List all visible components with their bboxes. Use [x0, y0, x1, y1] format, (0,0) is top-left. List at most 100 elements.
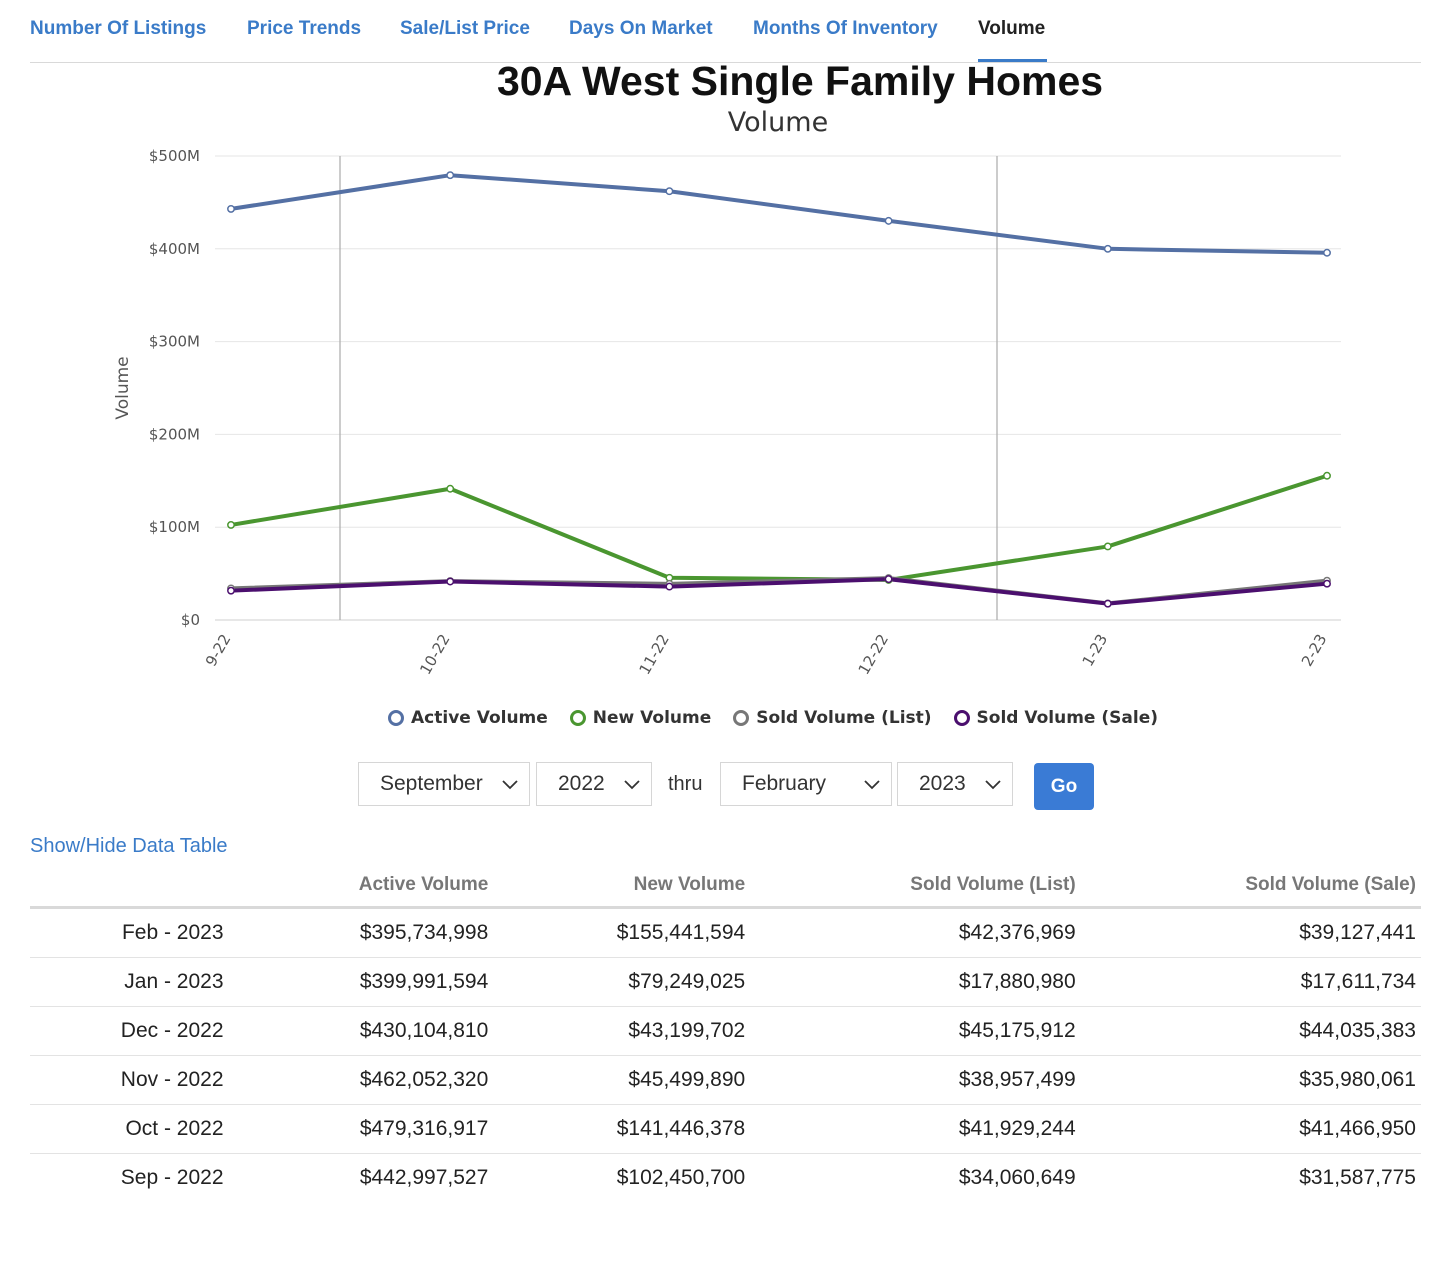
- table-row: Sep - 2022 $442,997,527 $102,450,700 $34…: [30, 1154, 1421, 1203]
- y-tick-label: $400M: [149, 240, 200, 258]
- table-row: Oct - 2022 $479,316,917 $141,446,378 $41…: [30, 1104, 1421, 1154]
- x-tick-label: 2-23: [1298, 631, 1331, 669]
- x-tick-label: 11-22: [635, 631, 672, 678]
- chart-tabs: Number Of Listings Price Trends Sale/Lis…: [30, 0, 1421, 63]
- data-point[interactable]: [884, 575, 893, 584]
- go-button[interactable]: Go: [1034, 763, 1094, 810]
- data-point[interactable]: [884, 216, 893, 225]
- tab-number-of-listings[interactable]: Number Of Listings: [30, 18, 207, 39]
- active-volume-cell: $430,104,810: [228, 1006, 494, 1056]
- series-line: [229, 473, 1329, 582]
- new-volume-cell: $45,499,890: [493, 1055, 751, 1105]
- data-point[interactable]: [1323, 248, 1331, 257]
- chart-series: [227, 171, 1331, 608]
- chart-subtitle: Volume: [727, 107, 829, 138]
- data-point[interactable]: [1103, 244, 1112, 253]
- end-month-select[interactable]: February: [720, 762, 892, 806]
- data-point[interactable]: [446, 171, 455, 180]
- data-point[interactable]: [1323, 579, 1331, 588]
- sold-volume-sale-cell: $17,611,734: [1080, 957, 1421, 1007]
- start-month-select[interactable]: September: [358, 762, 530, 806]
- legend-item-active-volume[interactable]: Active Volume: [388, 708, 548, 728]
- new-volume-cell: $102,450,700: [616, 1166, 746, 1189]
- chevron-down-icon: [985, 780, 1001, 790]
- new-volume-cell: $43,199,702: [493, 1006, 751, 1056]
- volume-line-chart: $0 $100M $200M $300M $400M $500M 9-22 10-22 11-…: [113, 147, 1341, 678]
- active-volume-cell: $479,316,917: [228, 1104, 494, 1154]
- data-point[interactable]: [446, 484, 455, 493]
- data-point[interactable]: [665, 582, 674, 591]
- legend-item-sold-volume-sale[interactable]: Sold Volume (Sale): [953, 708, 1158, 728]
- table-row: Jan - 2023 $399,991,594 $79,249,025 $17,…: [30, 957, 1421, 1007]
- legend-item-sold-volume-list[interactable]: Sold Volume (List): [733, 708, 932, 728]
- sold-volume-sale-cell: $31,587,775: [1299, 1166, 1416, 1189]
- legend-label: Sold Volume (Sale): [976, 708, 1158, 728]
- row-date: Sep - 2022: [120, 1166, 224, 1189]
- thru-label: thru: [668, 773, 703, 795]
- sold-volume-list-cell: $45,175,912: [750, 1006, 1081, 1056]
- table-row: Dec - 2022 $430,104,810 $43,199,702 $45,…: [30, 1006, 1421, 1056]
- end-year-select[interactable]: 2023: [897, 762, 1013, 806]
- active-tab-indicator: [978, 59, 1047, 62]
- show-hide-data-table-link[interactable]: Show/Hide Data Table: [30, 835, 228, 857]
- sold-volume-list-cell: $42,376,969: [750, 907, 1081, 958]
- start-year-value: 2022: [558, 772, 605, 795]
- data-point[interactable]: [446, 577, 455, 586]
- legend-item-new-volume[interactable]: New Volume: [569, 708, 711, 728]
- sold-volume-sale-cell: $39,127,441: [1080, 907, 1421, 958]
- row-date: Feb - 2023: [30, 907, 229, 958]
- table-row: Feb - 2023 $395,734,998 $155,441,594 $42…: [30, 907, 1421, 958]
- y-tick-label: $200M: [149, 425, 200, 443]
- column-header: Sold Volume (List): [750, 864, 1081, 909]
- legend-label: Sold Volume (List): [756, 708, 932, 728]
- sold-volume-sale-cell: $35,980,061: [1080, 1055, 1421, 1105]
- table-row: Nov - 2022 $462,052,320 $45,499,890 $38,…: [30, 1055, 1421, 1105]
- data-point[interactable]: [665, 187, 674, 196]
- start-year-select[interactable]: 2022: [536, 762, 652, 806]
- tab-sale-list-price[interactable]: Sale/List Price: [400, 18, 530, 39]
- new-volume-cell: $141,446,378: [493, 1104, 751, 1154]
- tab-price-trends[interactable]: Price Trends: [247, 18, 362, 39]
- new-volume-cell: $79,249,025: [493, 957, 751, 1007]
- row-date: Oct - 2022: [30, 1104, 229, 1154]
- data-point[interactable]: [227, 586, 235, 595]
- new-volume-cell: $155,441,594: [493, 907, 751, 958]
- x-axis-ticks: 9-22 10-22 11-22 12-22 1-23 2-23: [202, 631, 1331, 678]
- legend-marker-icon: [388, 710, 404, 726]
- tab-volume[interactable]: Volume: [978, 18, 1046, 39]
- legend-marker-icon: [953, 710, 970, 726]
- column-header: Sold Volume (Sale): [1080, 864, 1421, 909]
- legend-marker-icon: [569, 710, 586, 726]
- end-month-value: February: [742, 772, 827, 795]
- column-header: Active Volume: [228, 864, 494, 909]
- sold-volume-list-cell: $38,957,499: [750, 1055, 1081, 1105]
- y-tick-label: $100M: [149, 518, 200, 536]
- data-point[interactable]: [227, 204, 235, 213]
- chevron-down-icon: [624, 780, 640, 790]
- column-header: New Volume: [493, 864, 751, 909]
- row-date: Dec - 2022: [30, 1006, 229, 1056]
- tab-months-of-inventory[interactable]: Months Of Inventory: [753, 18, 938, 39]
- chart-title: 30A West Single Family Homes: [496, 58, 1104, 104]
- active-volume-cell: $462,052,320: [228, 1055, 494, 1105]
- chevron-down-icon: [864, 780, 880, 790]
- legend-marker-icon: [733, 710, 750, 726]
- column-header: [30, 864, 229, 909]
- y-axis-ticks: $0 $100M $200M $300M $400M $500M: [149, 147, 200, 629]
- tab-days-on-market[interactable]: Days On Market: [569, 18, 713, 39]
- active-volume-cell: $442,997,527: [359, 1166, 489, 1189]
- sold-volume-list-cell: $41,929,244: [750, 1104, 1081, 1154]
- data-point[interactable]: [1323, 471, 1331, 480]
- x-tick-label: 1-23: [1079, 631, 1112, 669]
- chart-legend: Active Volume New Volume Sold Volume (Li…: [388, 706, 1158, 730]
- active-volume-cell: $399,991,594: [228, 957, 494, 1007]
- sold-volume-sale-cell: $41,466,950: [1080, 1104, 1421, 1154]
- y-tick-label: $500M: [149, 147, 200, 165]
- y-axis-label: Volume: [113, 356, 133, 419]
- sold-volume-list-cell: $17,880,980: [750, 957, 1081, 1007]
- data-point[interactable]: [1103, 599, 1112, 608]
- row-date: Nov - 2022: [30, 1055, 229, 1105]
- data-point[interactable]: [1103, 542, 1112, 551]
- x-tick-label: 9-22: [202, 631, 235, 669]
- data-point[interactable]: [227, 520, 235, 529]
